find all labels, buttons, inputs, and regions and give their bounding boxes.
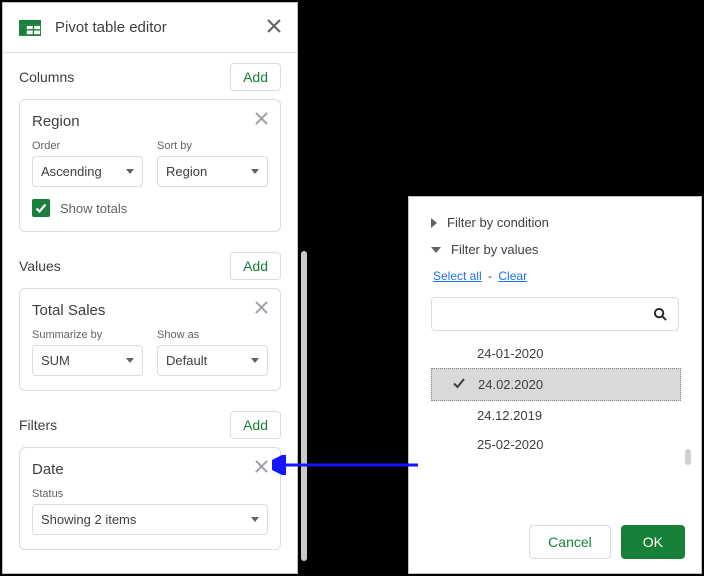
show-totals-checkbox[interactable]	[32, 199, 50, 217]
clear-link[interactable]: Clear	[498, 269, 527, 283]
triangle-down-icon	[431, 247, 441, 253]
card-title-region: Region	[32, 113, 80, 130]
ok-button[interactable]: OK	[621, 525, 685, 559]
filter-popup: Filter by condition Filter by values Sel…	[408, 196, 702, 574]
chevron-down-icon	[251, 358, 259, 363]
order-select[interactable]: Ascending	[32, 156, 143, 187]
card-title-date: Date	[32, 461, 64, 478]
check-icon	[452, 376, 466, 393]
filter-by-condition-toggle[interactable]: Filter by condition	[431, 215, 681, 230]
showas-label: Show as	[157, 329, 268, 341]
link-row: Select all - Clear	[433, 269, 681, 283]
filters-add-button[interactable]: Add	[230, 411, 281, 439]
columns-card-region: Region Order Ascending Sort by Region	[19, 99, 281, 232]
link-separator: -	[488, 269, 492, 283]
editor-scrollbar[interactable]	[301, 251, 307, 561]
columns-section: Columns Add Region Order Ascending	[3, 53, 297, 242]
pivot-editor-panel: Pivot table editor Columns Add Region Or…	[2, 2, 298, 574]
showas-value: Default	[166, 353, 207, 368]
values-title: Values	[19, 258, 61, 274]
editor-header: Pivot table editor	[3, 3, 297, 53]
summarize-select[interactable]: SUM	[32, 345, 143, 376]
columns-add-button[interactable]: Add	[230, 63, 281, 91]
triangle-right-icon	[431, 218, 437, 228]
filters-title: Filters	[19, 417, 57, 433]
search-icon	[653, 307, 668, 322]
value-list-scrollbar[interactable]	[685, 449, 691, 465]
value-item-selected[interactable]: 24.02.2020	[431, 368, 681, 401]
status-label: Status	[32, 488, 268, 500]
filters-card-date: Date Status Showing 2 items	[19, 447, 281, 550]
values-section: Values Add Total Sales Summarize by SUM	[3, 242, 297, 401]
value-text: 24-01-2020	[477, 346, 544, 361]
select-all-link[interactable]: Select all	[433, 269, 482, 283]
chevron-down-icon	[251, 169, 259, 174]
editor-close-button[interactable]	[267, 17, 281, 38]
status-value: Showing 2 items	[41, 512, 136, 527]
value-item[interactable]: 24-01-2020	[431, 339, 681, 368]
filter-by-values-toggle[interactable]: Filter by values	[431, 242, 681, 257]
value-item[interactable]: 25-02-2020	[431, 430, 681, 459]
sortby-select[interactable]: Region	[157, 156, 268, 187]
pivot-table-icon	[19, 20, 41, 36]
date-remove-button[interactable]	[255, 460, 268, 478]
editor-title: Pivot table editor	[55, 19, 267, 36]
value-list: 24-01-2020 24.02.2020 24.12.2019 25-02-2…	[431, 339, 681, 459]
summarize-value: SUM	[41, 353, 70, 368]
showas-select[interactable]: Default	[157, 345, 268, 376]
order-label: Order	[32, 140, 143, 152]
sortby-label: Sort by	[157, 140, 268, 152]
value-text: 25-02-2020	[477, 437, 544, 452]
show-totals-label: Show totals	[60, 201, 127, 216]
summarize-label: Summarize by	[32, 329, 143, 341]
filter-by-condition-label: Filter by condition	[447, 215, 549, 230]
values-add-button[interactable]: Add	[230, 252, 281, 280]
columns-title: Columns	[19, 69, 74, 85]
filter-by-values-label: Filter by values	[451, 242, 538, 257]
value-text: 24.02.2020	[478, 377, 543, 392]
totalsales-remove-button[interactable]	[255, 301, 268, 319]
order-value: Ascending	[41, 164, 102, 179]
sortby-value: Region	[166, 164, 207, 179]
region-remove-button[interactable]	[255, 112, 268, 130]
filters-section: Filters Add Date Status Showing 2 items	[3, 401, 297, 560]
chevron-down-icon	[126, 358, 134, 363]
values-card-totalsales: Total Sales Summarize by SUM Show as Def	[19, 288, 281, 391]
filter-search-input[interactable]	[431, 297, 679, 331]
status-select[interactable]: Showing 2 items	[32, 504, 268, 535]
card-title-totalsales: Total Sales	[32, 302, 105, 319]
chevron-down-icon	[251, 517, 259, 522]
value-item[interactable]: 24.12.2019	[431, 401, 681, 430]
cancel-button[interactable]: Cancel	[529, 525, 611, 559]
chevron-down-icon	[126, 169, 134, 174]
value-text: 24.12.2019	[477, 408, 542, 423]
